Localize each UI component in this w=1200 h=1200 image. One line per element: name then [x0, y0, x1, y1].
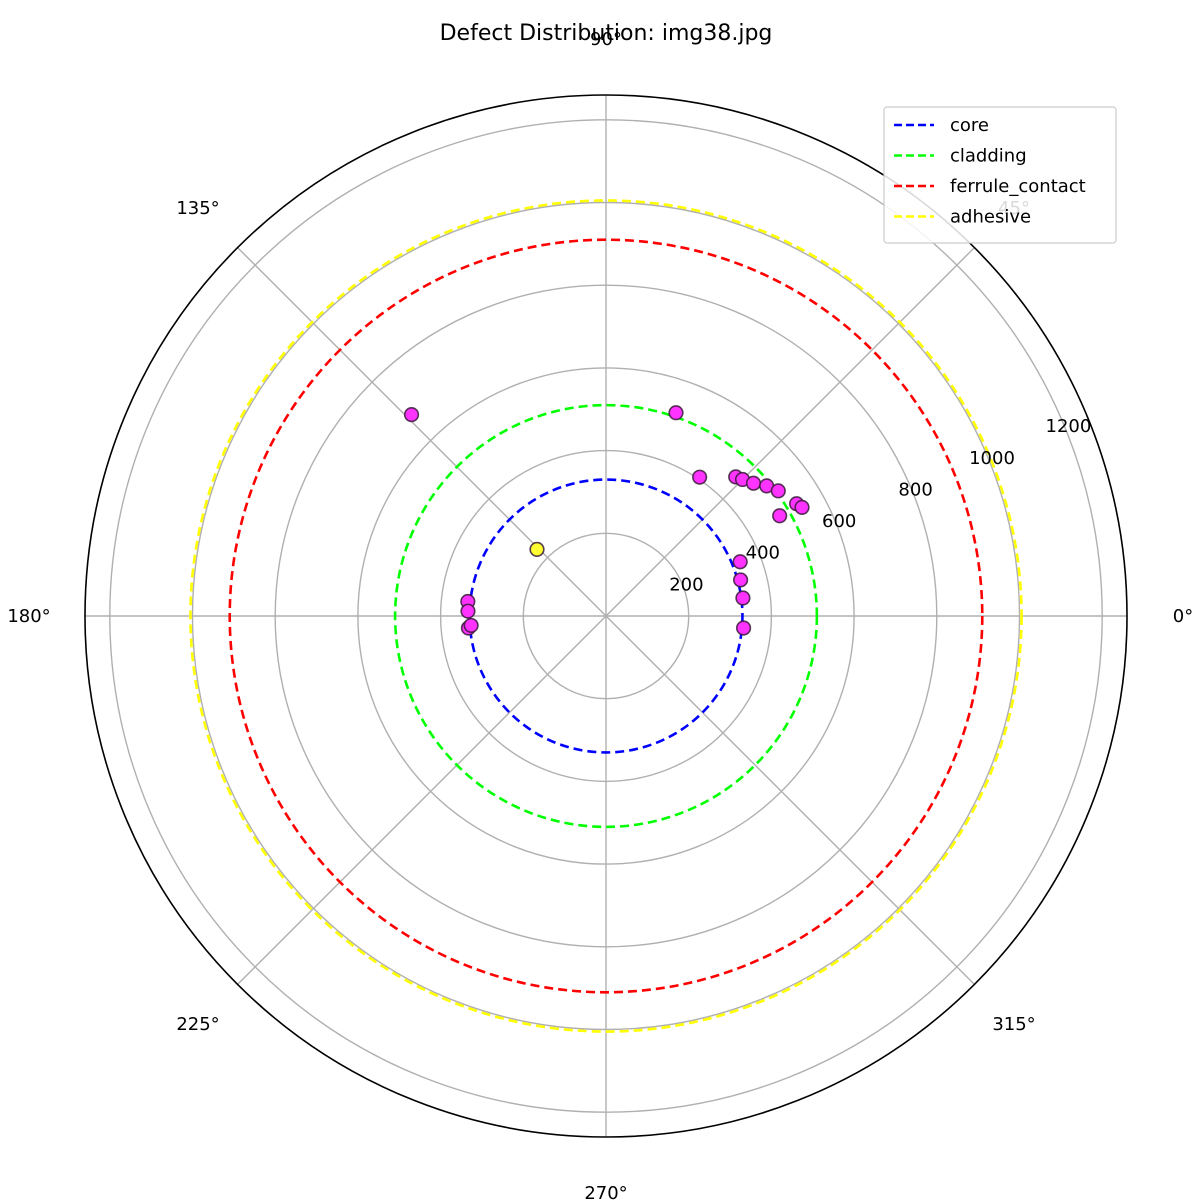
radial-tick-label: 800 — [898, 479, 932, 500]
boundary-cladding — [393, 403, 819, 829]
radial-tick-label: 200 — [669, 574, 703, 595]
defect-point — [403, 407, 420, 423]
legend-label: adhesive — [950, 207, 1031, 228]
defect-point — [692, 469, 708, 485]
defect-point — [745, 475, 762, 491]
defect-point — [732, 572, 749, 588]
angle-tick-label: 90° — [590, 29, 622, 50]
defect-point — [463, 617, 479, 634]
defect-point — [772, 508, 788, 524]
chart-title: Defect Distribution: img38.jpg — [440, 21, 773, 46]
polar-frame — [84, 94, 1128, 1138]
radial-tick-label: 600 — [822, 511, 856, 532]
defect-point — [668, 405, 684, 421]
legend-label: ferrule_contact — [950, 176, 1086, 197]
defect-point — [794, 499, 810, 515]
label-layer: 0°45°90°135°180°225°270°315°200400600800… — [7, 29, 1193, 1200]
angle-tick-label: 225° — [176, 1014, 219, 1035]
boundary-layer — [189, 199, 1023, 1033]
boundary-adhesive — [189, 199, 1023, 1033]
angle-tick-label: 270° — [584, 1183, 627, 1200]
angular-grid-spoke — [605, 247, 975, 617]
angle-tick-label: 0° — [1173, 606, 1193, 627]
angular-grid-spoke — [237, 247, 607, 617]
legend-label: core — [950, 115, 989, 136]
angle-tick-label: 135° — [176, 198, 219, 219]
grid-layer — [85, 95, 1127, 1137]
boundary-ferrule-contact — [228, 238, 984, 994]
angular-grid-spoke — [605, 615, 975, 985]
defect-point — [735, 620, 752, 636]
defect-point — [770, 483, 786, 499]
legend-label: cladding — [950, 146, 1027, 167]
legend: core cladding ferrule_contact adhesive — [883, 106, 1117, 244]
radial-tick-label: 400 — [746, 543, 780, 564]
angle-tick-label: 315° — [992, 1014, 1035, 1035]
angular-grid-spoke — [237, 615, 607, 985]
points-layer — [403, 405, 810, 636]
angle-tick-label: 180° — [7, 606, 50, 627]
radial-tick-label: 1000 — [969, 448, 1015, 469]
defect-point — [732, 554, 748, 570]
radial-tick-label: 1200 — [1046, 416, 1092, 437]
defect-point — [529, 541, 545, 557]
defect-point — [735, 590, 751, 606]
legend-box — [883, 106, 1117, 244]
defect-point — [460, 603, 476, 619]
